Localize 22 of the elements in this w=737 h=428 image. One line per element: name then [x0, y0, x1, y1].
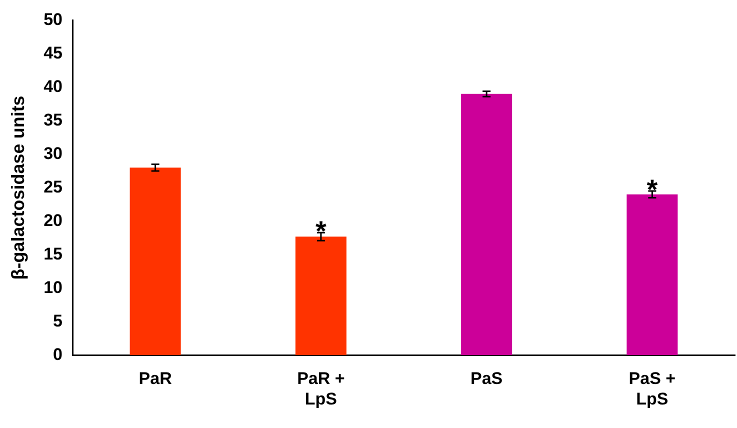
y-tick-label: 5: [53, 311, 63, 330]
x-tick-label: PaS + LpS: [628, 369, 676, 408]
y-tick-label: 25: [44, 177, 63, 196]
y-tick-label: 35: [44, 110, 63, 130]
bar: [626, 194, 678, 356]
annotation: *: [646, 174, 658, 205]
x-tick-label: PaR + LpS: [297, 369, 345, 408]
y-tick-label: 40: [44, 76, 63, 96]
y-tick-label: 45: [44, 43, 63, 62]
y-tick-label: 50: [44, 10, 63, 29]
y-axis-title: β-galactosidase units: [8, 96, 28, 280]
bar: [130, 168, 181, 356]
bar: [295, 236, 346, 356]
x-tick-label: PaS: [470, 369, 503, 388]
y-tick-label: 10: [44, 278, 63, 297]
y-tick-label: 0: [53, 344, 63, 364]
y-tick-label: 15: [44, 244, 63, 264]
y-tick-label: 30: [44, 144, 63, 163]
y-tick-label: 20: [44, 210, 63, 230]
annotation: *: [315, 215, 326, 246]
bar: [461, 94, 512, 356]
x-tick-label: PaR: [138, 369, 172, 388]
